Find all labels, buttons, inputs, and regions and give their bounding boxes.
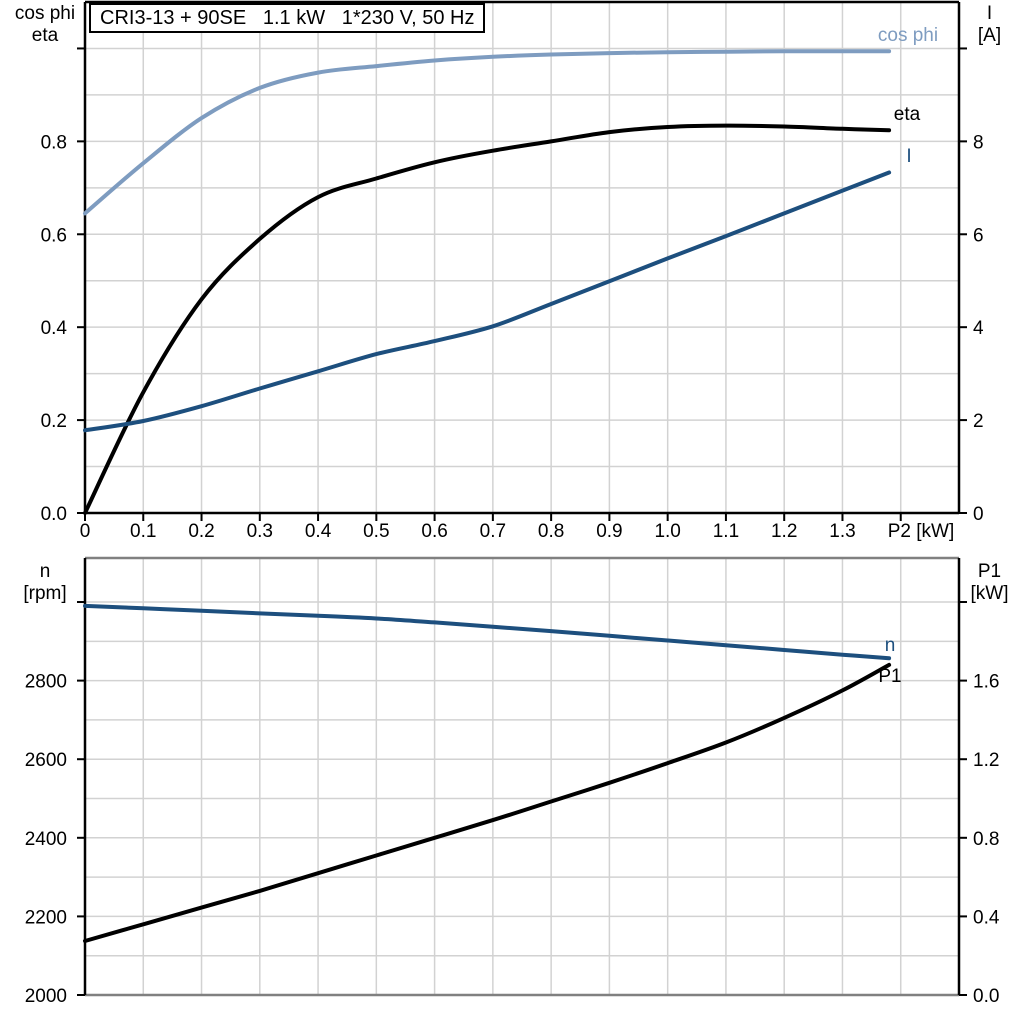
left-tick-label: 0.0 xyxy=(41,504,67,525)
right-axis-title-line2: [kW] xyxy=(970,583,1009,604)
x-tick-label: 0.6 xyxy=(421,521,447,542)
curve-eta xyxy=(83,123,892,515)
left-tick-label: 2600 xyxy=(25,750,67,771)
x-tick-label: 0.1 xyxy=(130,521,156,542)
x-tick-label: 0.5 xyxy=(363,521,389,542)
left-tick-label: 2000 xyxy=(25,986,67,1007)
right-axis-title-line1: I xyxy=(986,3,993,24)
right-tick-label: 0.8 xyxy=(973,829,999,850)
right-tick-label: 0.4 xyxy=(973,907,1000,928)
chart-title-box: CRI3-13 + 90SE 1.1 kW 1*230 V, 50 Hz xyxy=(89,3,486,33)
left-axis-title-line2: eta xyxy=(31,25,59,46)
right-axis-title-bottom: P1 [kW] xyxy=(955,561,1024,605)
left-tick-label: 2200 xyxy=(25,907,67,928)
left-tick-label: 0.6 xyxy=(41,225,67,246)
x-tick-label: 0.3 xyxy=(247,521,273,542)
x-tick-label: 0.4 xyxy=(305,521,332,542)
right-tick-label: 1.2 xyxy=(973,750,999,771)
x-tick-label: 0.7 xyxy=(480,521,506,542)
left-axis-title-line2: [rpm] xyxy=(23,583,67,604)
left-axis-title-bottom: n [rpm] xyxy=(0,561,90,605)
left-tick-label: 0.4 xyxy=(41,318,68,339)
x-tick-label: 1.3 xyxy=(829,521,855,542)
right-tick-label: 8 xyxy=(973,132,984,153)
right-tick-label: 0.0 xyxy=(973,986,999,1007)
right-tick-label: 1.6 xyxy=(973,672,999,693)
left-axis-title-line1: cos phi xyxy=(14,3,76,24)
right-axis-title-top: I [A] xyxy=(955,3,1024,47)
x-tick-label: 1.2 xyxy=(771,521,797,542)
right-axis-title-line1: P1 xyxy=(977,561,1002,582)
curve-label-current: I xyxy=(906,146,912,167)
curve-cos-phi xyxy=(83,49,892,216)
left-tick-label: 0.8 xyxy=(41,132,67,153)
left-axis-title-top: cos phi eta xyxy=(0,3,90,47)
right-tick-label: 6 xyxy=(973,225,984,246)
x-tick-label: 0 xyxy=(80,521,91,542)
x-tick-label: 0.2 xyxy=(188,521,214,542)
left-tick-label: 0.2 xyxy=(41,411,67,432)
curve-label-speed: n xyxy=(884,635,896,656)
right-tick-label: 0 xyxy=(973,504,984,525)
right-axis-title-line2: [A] xyxy=(977,25,1002,46)
left-tick-label: 2400 xyxy=(25,829,67,850)
right-tick-label: 4 xyxy=(973,318,984,339)
curve-I xyxy=(83,170,892,433)
left-tick-label: 2800 xyxy=(25,672,67,693)
curve-P1 xyxy=(83,662,892,943)
x-tick-label: 0.8 xyxy=(538,521,564,542)
curve-n xyxy=(83,603,892,661)
x-tick-label: 1.1 xyxy=(713,521,739,542)
curve-label-eta: eta xyxy=(893,104,921,125)
x-tick-label: 1.0 xyxy=(654,521,680,542)
x-tick-label: 0.9 xyxy=(596,521,622,542)
left-axis-title-line1: n xyxy=(39,561,51,582)
right-tick-label: 2 xyxy=(973,411,984,432)
curve-label-p1: P1 xyxy=(878,666,902,687)
x-axis-title: P2 [kW] xyxy=(887,521,955,542)
curve-label-cos-phi: cos phi xyxy=(877,25,939,46)
